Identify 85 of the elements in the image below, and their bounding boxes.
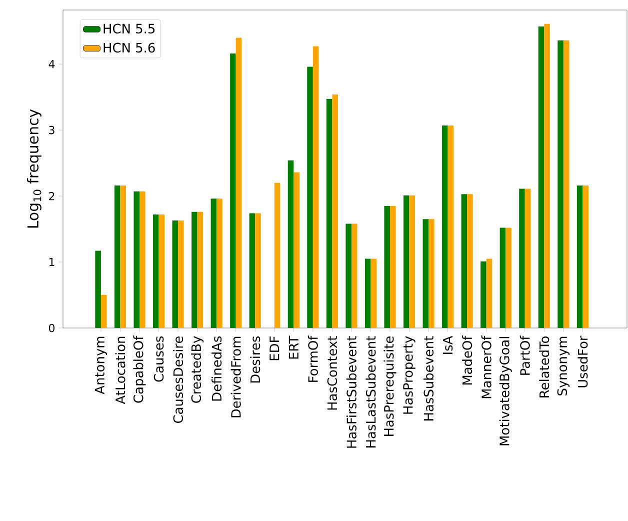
x-tick-label: PartOf (520, 336, 530, 375)
bar (158, 214, 165, 328)
bar (538, 26, 544, 328)
legend-label: HCN 5.6 (104, 42, 155, 53)
x-tick-label: ERT (288, 336, 298, 359)
bar (351, 224, 358, 328)
bar (563, 40, 570, 328)
bar (236, 38, 242, 328)
bar (95, 250, 101, 328)
bar (506, 228, 512, 328)
bar (114, 185, 120, 328)
x-tick-label: DerivedFrom (230, 336, 241, 418)
bar (390, 206, 396, 328)
bar (422, 219, 429, 328)
bar (312, 46, 319, 328)
bar (576, 185, 583, 328)
bar (544, 24, 550, 328)
bar (524, 188, 531, 328)
bar (326, 99, 332, 328)
x-tick-label: HasProperty (403, 336, 416, 414)
x-tick-label: MotivatedByGoal (499, 336, 512, 446)
bar (210, 198, 217, 328)
y-axis-title: Log$_{10}$ frequency (26, 109, 42, 228)
bar (519, 188, 525, 328)
x-tick-label: FormOf (308, 336, 318, 382)
bar (152, 214, 159, 328)
y-tick-label: 0 (48, 324, 54, 332)
bar (332, 94, 338, 328)
bar (448, 125, 454, 328)
bar (442, 125, 448, 328)
bar (500, 228, 506, 328)
x-tick-label: EDF (270, 336, 280, 360)
x-tick-label: AtLocation (115, 336, 126, 404)
bar (409, 195, 416, 328)
x-tick-label: DefinedAs (212, 336, 222, 401)
y-tick-label: 4 (48, 60, 55, 68)
x-tick-label: HasPrerequisite (384, 336, 396, 436)
x-tick-label: HasLastSubevent (366, 336, 376, 448)
bar (480, 261, 486, 328)
bar (294, 172, 300, 328)
bar (288, 160, 294, 328)
bar (486, 258, 492, 328)
x-tick-label: RelatedTo (539, 336, 550, 398)
bar (230, 54, 236, 328)
bar (403, 195, 410, 328)
y-tick-label: 3 (49, 126, 54, 134)
bar (364, 258, 371, 328)
bar (178, 220, 184, 328)
x-tick-label: Synonym (557, 336, 570, 396)
bar (249, 213, 256, 328)
bar (197, 212, 204, 328)
x-tick-label: Causes (154, 336, 164, 382)
bar (370, 258, 377, 328)
bar (346, 224, 352, 328)
bar (461, 194, 468, 328)
bar (384, 206, 390, 328)
x-tick-label: Desires (250, 336, 260, 383)
bar (467, 194, 473, 328)
bar (192, 212, 198, 328)
x-tick-label: HasContext (327, 336, 338, 410)
x-tick-label: MadeOf (462, 336, 472, 385)
x-tick-label: UsedFor (578, 336, 588, 388)
x-tick-label: CapableOf (133, 336, 146, 403)
y-tick-label: 2 (49, 192, 54, 200)
bar (140, 191, 146, 328)
x-tick-label: MannerOf (481, 336, 492, 398)
bar (274, 182, 280, 328)
bar (120, 185, 126, 328)
y-tick-label: 1 (49, 258, 54, 266)
bar (558, 40, 564, 328)
x-tick-label: Antonym (94, 336, 108, 394)
x-tick-label: IsA (442, 336, 453, 354)
bar (134, 191, 140, 328)
bar (255, 213, 261, 328)
x-tick-label: HasFirstSubevent (346, 336, 356, 448)
bar (100, 295, 107, 328)
x-tick-label: CausesDesire (173, 336, 184, 423)
x-tick-label: HasSubevent (424, 336, 434, 420)
bar (216, 198, 222, 328)
bar (582, 185, 588, 328)
bar (428, 219, 434, 328)
bar (307, 66, 313, 328)
legend-label: HCN 5.5 (104, 24, 155, 34)
x-tick-label: CreatedBy (191, 336, 204, 403)
bar (172, 220, 178, 328)
